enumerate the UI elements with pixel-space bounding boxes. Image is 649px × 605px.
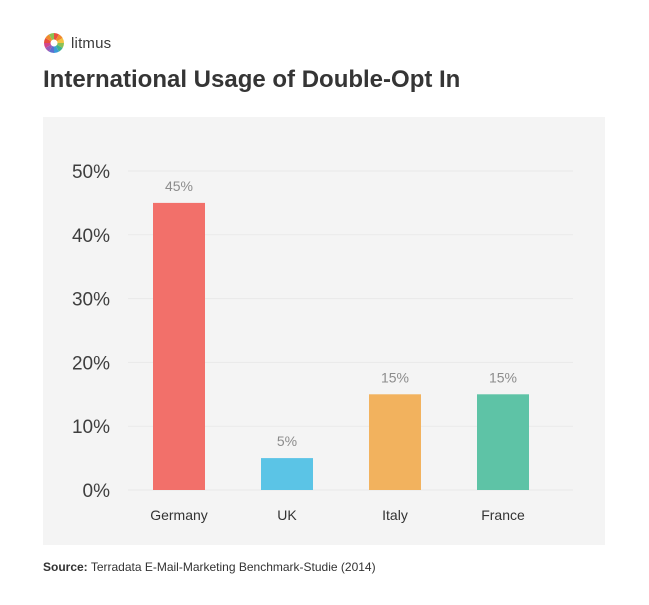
x-tick-label: Germany bbox=[150, 507, 208, 523]
x-axis: Germany UK Italy France bbox=[150, 507, 525, 523]
data-label: 45% bbox=[165, 178, 193, 194]
logo-wedge bbox=[54, 46, 59, 53]
data-label: 5% bbox=[277, 433, 297, 449]
x-tick-label: Italy bbox=[382, 507, 408, 523]
logo-wedge bbox=[45, 44, 53, 52]
y-tick-label: 40% bbox=[72, 226, 110, 247]
bar-uk bbox=[261, 458, 313, 490]
logo-wedge bbox=[55, 34, 63, 42]
y-tick-label: 20% bbox=[72, 353, 110, 374]
logo-wedge bbox=[49, 46, 54, 53]
litmus-sunburst-icon bbox=[44, 33, 64, 53]
source-text: Terradata E-Mail-Marketing Benchmark-Stu… bbox=[90, 560, 376, 574]
data-labels: 45% 5% 15% 15% bbox=[165, 178, 517, 449]
bar-chart: 0% 10% 20% 30% 40% 50% Germany UK Italy France 45%… bbox=[72, 162, 573, 523]
source-note: Source: Terradata E-Mail-Marketing Bench… bbox=[43, 560, 376, 574]
bar-italy bbox=[369, 394, 421, 490]
bars bbox=[153, 202, 529, 490]
y-tick-label: 50% bbox=[72, 162, 110, 183]
x-tick-label: UK bbox=[277, 507, 297, 523]
y-tick-label: 10% bbox=[72, 417, 110, 438]
y-tick-label: 30% bbox=[72, 290, 110, 311]
bar-france bbox=[477, 394, 529, 490]
source-label: Source: bbox=[43, 560, 88, 574]
brand-name: litmus bbox=[71, 34, 112, 52]
y-axis: 0% 10% 20% 30% 40% 50% bbox=[72, 162, 110, 502]
x-tick-label: France bbox=[481, 507, 525, 523]
data-label: 15% bbox=[381, 369, 409, 385]
logo-wedge bbox=[55, 44, 63, 52]
logo-wedge bbox=[49, 33, 54, 40]
bar-germany bbox=[153, 202, 205, 490]
logo-wedge bbox=[44, 38, 51, 43]
logo-wedge bbox=[57, 43, 64, 48]
data-label: 15% bbox=[489, 369, 517, 385]
chart-panel: 0% 10% 20% 30% 40% 50% Germany UK Italy France 45%… bbox=[43, 117, 605, 545]
logo-wedge bbox=[54, 33, 59, 40]
brand: litmus bbox=[43, 31, 111, 55]
y-tick-label: 0% bbox=[83, 481, 111, 502]
logo-wedge bbox=[44, 43, 51, 48]
logo-wedge bbox=[45, 34, 53, 42]
logo-wedge bbox=[57, 38, 64, 43]
chart-title: International Usage of Double-Opt In bbox=[43, 66, 461, 93]
